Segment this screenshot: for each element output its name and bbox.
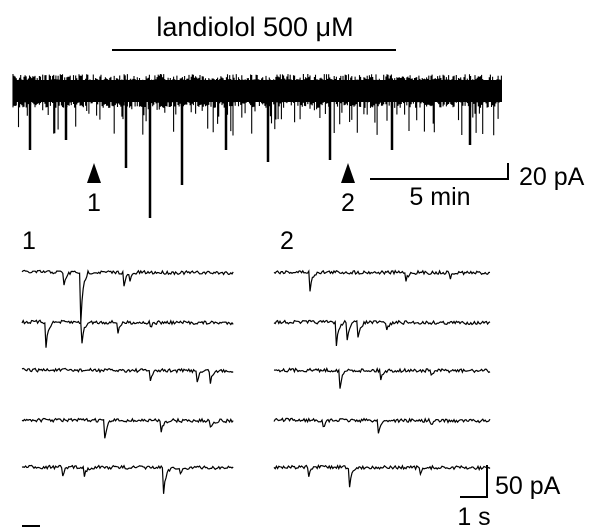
marker-2: 2	[341, 163, 355, 217]
scale-bar-top-lines	[370, 163, 509, 180]
sweep-trace	[273, 463, 491, 488]
scale-bar-top-amplitude: 20 pA	[519, 163, 585, 191]
sweep-trace	[21, 319, 234, 348]
drug-application: landiolol 500 μM	[112, 12, 396, 51]
panel-2-label: 2	[280, 227, 294, 255]
scale-bar-bottom: 50 pA 1 s	[457, 465, 561, 529]
sweep-trace	[273, 269, 491, 292]
sweep-trace	[273, 417, 491, 434]
scale-bar-bottom-time: 1 s	[457, 503, 490, 529]
marker-1: 1	[87, 163, 101, 217]
sweep-trace	[21, 367, 234, 384]
sweep-trace	[21, 269, 234, 323]
sweep-trace	[273, 319, 491, 347]
arrow-up-icon	[87, 163, 101, 183]
expanded-traces	[21, 269, 491, 494]
drug-label: landiolol 500 μM	[156, 12, 353, 42]
sweep-trace	[273, 366, 491, 389]
panel-1-label: 1	[22, 227, 36, 255]
sweep-trace	[21, 417, 234, 439]
long-trace-noise	[12, 74, 502, 136]
long-recording-trace	[12, 74, 502, 218]
scale-bar-top-time: 5 min	[409, 183, 470, 211]
sweep-trace	[21, 464, 234, 494]
scale-bar-bottom-amplitude: 50 pA	[495, 472, 561, 500]
marker-2-label: 2	[341, 189, 355, 217]
scale-bar-top: 20 pA 5 min	[370, 163, 585, 211]
scale-bar-bottom-lines	[460, 465, 488, 498]
marker-1-label: 1	[87, 189, 101, 217]
arrow-up-icon	[341, 163, 355, 183]
